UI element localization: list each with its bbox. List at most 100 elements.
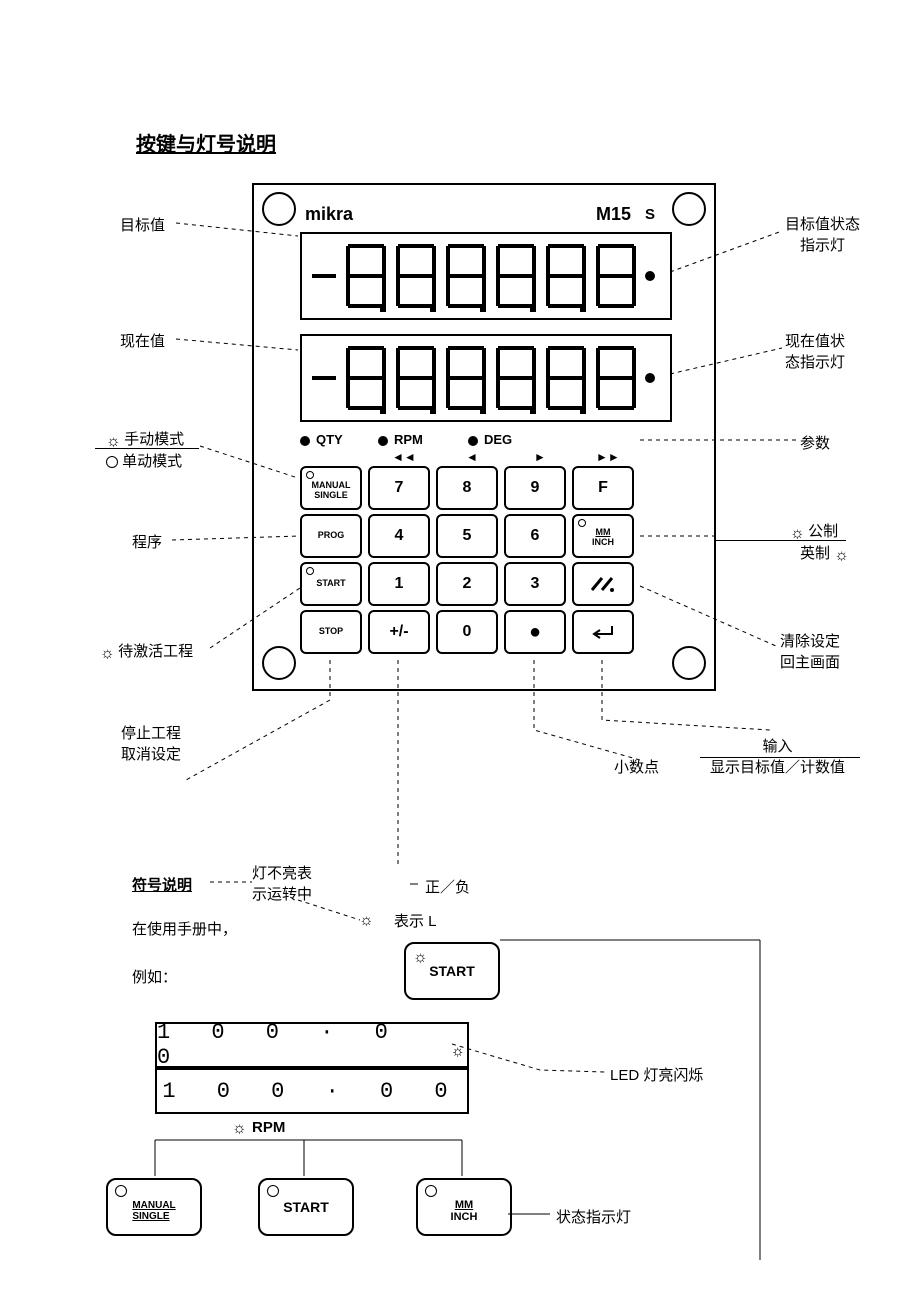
rpm-dot	[378, 436, 388, 446]
screw-hole-bl	[262, 646, 296, 680]
manual-single-button[interactable]: MANUAL SINGLE	[300, 466, 362, 510]
page-title: 按键与灯号说明	[136, 128, 276, 157]
sun-icon-4	[834, 547, 848, 561]
example-start-led	[413, 949, 427, 963]
key-dot[interactable]: ●	[504, 610, 566, 654]
sun-icon-disp1	[453, 1038, 467, 1052]
key-7[interactable]: 7	[368, 466, 430, 510]
start-led	[306, 567, 314, 575]
anno-pending: 待激活工程	[100, 640, 193, 661]
anno-imperial: 英制	[800, 542, 848, 563]
key-0[interactable]: 0	[436, 610, 498, 654]
mm-inch-led	[578, 519, 586, 527]
key-8[interactable]: 8	[436, 466, 498, 510]
example-start2-label: START	[283, 1199, 329, 1215]
anno-parameters: 参数	[800, 432, 830, 453]
anno-current-status: 现在值状 态指示灯	[785, 330, 845, 372]
arrow-left2: ◄◄	[392, 450, 416, 464]
qty-label: QTY	[316, 432, 343, 447]
mm-inch-button[interactable]: MM INCH	[572, 514, 634, 558]
sun-icon-3	[790, 525, 804, 539]
anno-target-status: 目标值状态 指示灯	[785, 213, 860, 255]
deg-dot	[468, 436, 478, 446]
key-pm[interactable]: +/-	[368, 610, 430, 654]
example-display-2: 1 0 0 · 0 0	[155, 1068, 469, 1114]
stop-label: STOP	[319, 627, 343, 637]
example-start-button[interactable]: START	[404, 942, 500, 1000]
symbols-status-led: 状态指示灯	[556, 1206, 631, 1227]
prog-label: PROG	[318, 531, 345, 541]
anno-manual-mode: 手动模式	[106, 428, 184, 449]
key-6[interactable]: 6	[504, 514, 566, 558]
symbols-example: 例如：	[132, 966, 177, 987]
example-start-label: START	[429, 963, 475, 979]
arrow-right1: ►	[534, 450, 546, 464]
anno-pos-neg: 正／负	[425, 876, 470, 897]
seven-seg-target	[306, 238, 666, 314]
anno-clear-return: 清除设定 回主画面	[780, 630, 840, 672]
brand-right: M15	[596, 204, 631, 225]
start-button[interactable]: START	[300, 562, 362, 606]
anno-program: 程序	[132, 531, 162, 552]
sun-icon-L	[359, 912, 373, 926]
example-manual-single-button[interactable]: MANUAL SINGLE	[106, 1178, 202, 1236]
qty-dot	[300, 436, 310, 446]
anno-input-show: 输入 显示目标值／计数值	[710, 735, 845, 777]
example-ms-led	[115, 1185, 127, 1197]
key-enter[interactable]	[572, 610, 634, 654]
key-2[interactable]: 2	[436, 562, 498, 606]
rpm-label: RPM	[394, 432, 423, 447]
symbols-in-manual: 在使用手册中，	[132, 918, 237, 939]
manual-single-label: MANUAL SINGLE	[312, 481, 351, 501]
sun-icon-2	[100, 645, 114, 659]
screw-hole-tl	[262, 192, 296, 226]
keypad: MANUAL SINGLE 7 8 9 F PROG 4 5 6 MM INCH…	[300, 466, 634, 654]
example-ms-label: MANUAL SINGLE	[132, 1200, 175, 1222]
symbols-represents-L: 表示 L	[394, 910, 437, 931]
target-display	[300, 232, 672, 320]
start-label: START	[316, 579, 345, 589]
example-start2-button[interactable]: START	[258, 1178, 354, 1236]
enter-icon	[588, 622, 618, 642]
brand-right-suffix: S	[645, 206, 655, 223]
inch-label: INCH	[592, 538, 614, 548]
key-5[interactable]: 5	[436, 514, 498, 558]
arrow-left1: ◄	[466, 450, 478, 464]
example-rpm-label: RPM	[252, 1119, 285, 1136]
anno-single-mode: 单动模式	[106, 450, 182, 471]
stop-button[interactable]: STOP	[300, 610, 362, 654]
key-3[interactable]: 3	[504, 562, 566, 606]
example-mminch-button[interactable]: MM INCH	[416, 1178, 512, 1236]
current-display	[300, 334, 672, 422]
key-9[interactable]: 9	[504, 466, 566, 510]
manual-single-led	[306, 471, 314, 479]
example-inch-label: INCH	[451, 1211, 478, 1223]
arrow-right2: ►►	[596, 450, 620, 464]
anno-decimal: 小数点	[614, 756, 659, 777]
divider-input	[700, 757, 860, 758]
key-1[interactable]: 1	[368, 562, 430, 606]
screw-hole-tr	[672, 192, 706, 226]
key-strike[interactable]	[572, 562, 634, 606]
example-display-1: 1 0 0 · 0 0	[155, 1022, 469, 1068]
example-mm-label: MM	[455, 1199, 473, 1211]
brand-left: mikra	[305, 204, 353, 225]
symbols-header: 符号说明	[132, 874, 192, 895]
deg-label: DEG	[484, 432, 512, 447]
example-mminch-led	[425, 1185, 437, 1197]
prog-button[interactable]: PROG	[300, 514, 362, 558]
key-f[interactable]: F	[572, 466, 634, 510]
anno-current-value: 现在值	[120, 330, 165, 351]
anno-target-value: 目标值	[120, 214, 165, 235]
sun-icon	[106, 433, 120, 447]
strike-icon	[588, 574, 618, 594]
divider-unit	[716, 540, 846, 541]
divider-mode	[95, 448, 199, 449]
symbols-light-off: 灯不亮表 示运转中	[252, 862, 312, 904]
key-4[interactable]: 4	[368, 514, 430, 558]
example-start2-led	[267, 1185, 279, 1197]
seven-seg-current	[306, 340, 666, 416]
symbols-led-blink: LED 灯亮闪烁	[610, 1064, 703, 1085]
sun-icon-rpm	[232, 1120, 246, 1134]
anno-stop-cancel: 停止工程 取消设定	[121, 722, 181, 764]
